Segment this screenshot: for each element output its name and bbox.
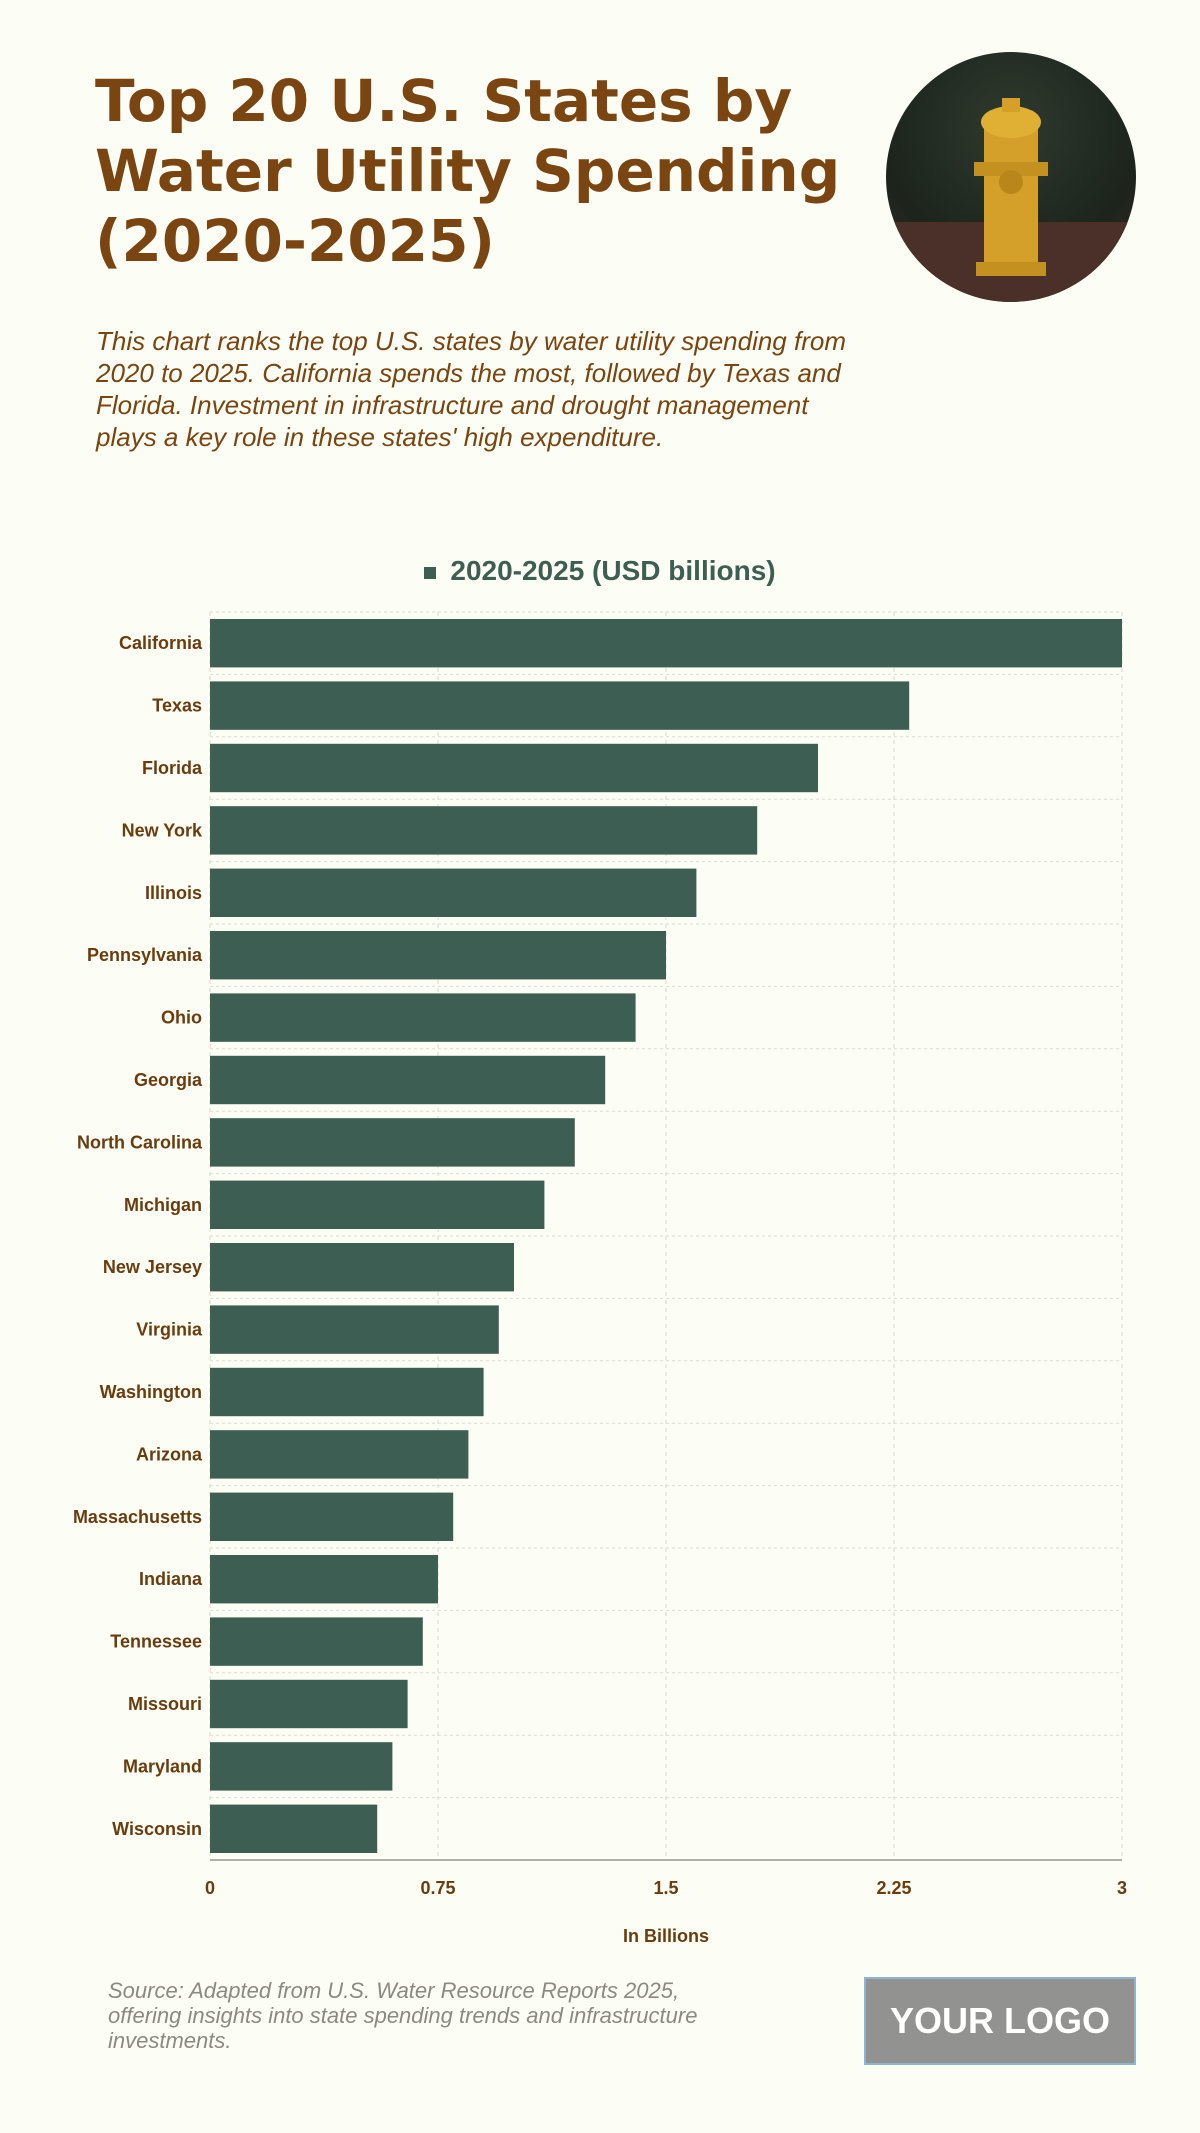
bar (210, 1555, 438, 1604)
source-note: Source: Adapted from U.S. Water Resource… (108, 1978, 698, 2053)
logo-text: YOUR LOGO (889, 2000, 1110, 2041)
legend-swatch (424, 566, 437, 579)
y-category-label: Ohio (161, 1008, 202, 1028)
fire-hydrant-photo-icon (886, 52, 1136, 302)
y-category-label: California (119, 633, 203, 653)
bar (210, 868, 697, 917)
x-tick-label: 3 (1117, 1878, 1127, 1898)
bar (210, 1243, 514, 1292)
bar-chart: 0 0.75 1.5 2.25 3 California Texas Florida New Y… (73, 611, 1127, 1946)
y-category-label: New York (122, 820, 203, 840)
y-category-label: Missouri (128, 1694, 202, 1714)
y-category-label: Michigan (124, 1195, 202, 1215)
bar (210, 1180, 545, 1229)
y-category-label: Wisconsin (112, 1819, 202, 1839)
chart-description: This chart ranks the top U.S. states by … (96, 326, 846, 452)
bar (210, 743, 818, 793)
y-category-label: Pennsylvania (87, 945, 203, 965)
bar (210, 1118, 575, 1167)
x-tick-label: 0.75 (420, 1878, 455, 1898)
y-category-label: Florida (142, 758, 203, 778)
bar (210, 619, 1122, 668)
bar (210, 1804, 378, 1853)
y-category-label: North Carolina (77, 1132, 203, 1152)
y-category-label: Illinois (145, 883, 202, 903)
y-category-label: Indiana (139, 1569, 203, 1589)
x-tick-label: 2.25 (876, 1878, 911, 1898)
bar (210, 931, 666, 980)
chart-legend: 2020-2025 (USD billions) (0, 555, 1200, 587)
x-tick-label: 0 (205, 1878, 215, 1898)
bar (210, 1430, 469, 1479)
bar (210, 1055, 606, 1105)
y-category-label: Massachusetts (73, 1507, 202, 1527)
bar (210, 1367, 484, 1417)
x-axis-title: In Billions (623, 1926, 709, 1946)
bar (210, 1305, 499, 1354)
bar (210, 806, 758, 855)
bar (210, 993, 636, 1042)
page-title: Top 20 U.S. States by Water Utility Spen… (95, 67, 841, 275)
x-tick-label: 1.5 (653, 1878, 678, 1898)
y-category-label: Arizona (136, 1444, 203, 1464)
y-category-label: Maryland (123, 1756, 202, 1776)
bar (210, 1492, 454, 1541)
y-category-label: Virginia (136, 1320, 203, 1340)
bar (210, 681, 910, 730)
logo-placeholder: YOUR LOGO (864, 1977, 1136, 2065)
y-category-label: Tennessee (110, 1632, 202, 1652)
y-category-label: New Jersey (103, 1257, 202, 1277)
bar (210, 1679, 408, 1729)
legend-label: 2020-2025 (USD billions) (450, 555, 776, 586)
y-category-label: Texas (152, 696, 202, 716)
y-category-label: Georgia (134, 1070, 203, 1090)
bar (210, 1617, 423, 1666)
y-category-label: Washington (100, 1382, 202, 1402)
bar (210, 1742, 393, 1791)
